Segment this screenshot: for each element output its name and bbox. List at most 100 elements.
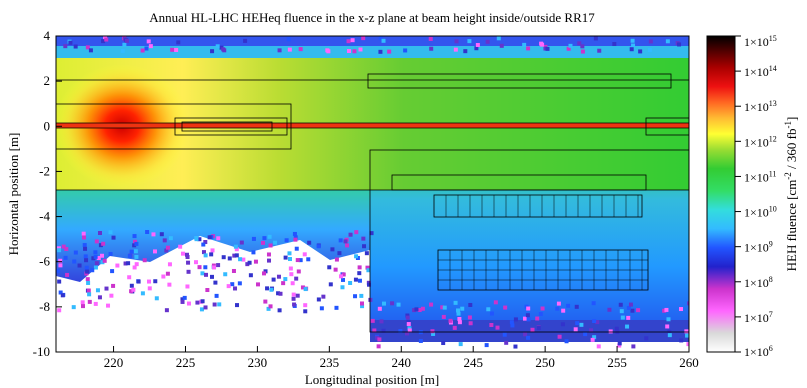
speckle-cell: [665, 39, 670, 44]
speckle-cell: [230, 282, 235, 287]
speckle-cell: [591, 301, 596, 306]
y-tick-label: -4: [39, 209, 50, 224]
speckle-cell: [209, 274, 214, 279]
x-tick-label: 240: [392, 355, 412, 370]
speckle-cell: [407, 328, 412, 333]
speckle-cell: [560, 322, 565, 327]
colorbar-tick-exponent: 11: [769, 169, 777, 178]
speckle-cell: [146, 279, 151, 284]
speckle-cell: [132, 234, 137, 239]
speckle-cell: [665, 324, 670, 329]
upper-mid-fluence-band: [56, 46, 689, 60]
speckle-cell: [575, 321, 580, 326]
speckle-cell: [429, 302, 434, 307]
speckle-cell: [294, 246, 299, 251]
speckle-cell: [337, 251, 342, 256]
speckle-cell: [467, 315, 472, 320]
y-tick-label: -6: [39, 254, 50, 269]
speckle-cell: [597, 48, 602, 53]
speckle-cell: [502, 332, 507, 337]
colorbar-tick-exponent: 10: [769, 205, 777, 214]
speckle-cell: [93, 250, 98, 255]
speckle-cell: [226, 284, 231, 289]
speckle-cell: [233, 286, 238, 291]
speckle-cell: [418, 338, 423, 343]
speckle-cell: [213, 280, 218, 285]
speckle-cell: [291, 292, 296, 297]
speckle-cell: [387, 49, 392, 54]
speckle-cell: [375, 335, 380, 340]
speckle-cell: [101, 241, 106, 246]
speckle-cell: [352, 49, 357, 54]
colorbar-tick-base: 1×10: [744, 345, 769, 359]
speckle-cell: [73, 44, 78, 49]
speckle-cell: [87, 292, 92, 297]
speckle-cell: [267, 258, 272, 263]
speckle-cell: [286, 37, 291, 42]
speckle-cell: [167, 282, 172, 287]
colorbar-tick-base: 1×10: [744, 135, 769, 149]
speckle-cell: [290, 281, 295, 286]
colorbar-label-sup2: -1: [783, 121, 793, 129]
speckle-cell: [316, 297, 321, 302]
speckle-cell: [60, 293, 65, 298]
speckle-cell: [405, 331, 410, 336]
speckle-cell: [495, 325, 500, 330]
speckle-cell: [214, 293, 219, 298]
speckle-cell: [333, 267, 338, 272]
speckle-cell: [126, 261, 131, 266]
colorbar-ticks: 1×10151×10141×10131×10121×10111×10101×10…: [735, 34, 777, 359]
speckle-cell: [625, 324, 630, 329]
speckle-cell: [377, 337, 382, 342]
speckle-cell: [338, 274, 343, 279]
x-tick-label: 230: [248, 355, 268, 370]
y-tick-label: -2: [39, 163, 50, 178]
speckle-cell: [93, 301, 98, 306]
speckle-cell: [235, 303, 240, 308]
colorbar-tick-label: 1×1015: [744, 34, 777, 49]
speckle-cell: [647, 47, 652, 52]
speckle-cell: [185, 284, 190, 289]
colorbar-tick-exponent: 8: [769, 275, 773, 284]
speckle-cell: [442, 305, 447, 310]
speckle-cell: [595, 320, 600, 325]
speckle-cell: [86, 288, 91, 293]
speckle-cell: [200, 299, 205, 304]
speckle-cell: [185, 254, 190, 259]
colorbar-tick-label: 1×1010: [744, 205, 777, 220]
speckle-cell: [140, 48, 145, 53]
speckle-cell: [234, 253, 239, 258]
speckle-cell: [369, 231, 374, 236]
magnet-outline-1: [174, 117, 288, 136]
speckle-cell: [468, 302, 473, 307]
speckle-cell: [234, 247, 239, 252]
speckle-cell: [203, 265, 208, 270]
x-axis-label: Longitudinal position [m]: [305, 372, 439, 387]
speckle-cell: [108, 252, 113, 257]
speckle-cell: [136, 279, 141, 284]
speckle-cell: [568, 43, 573, 48]
speckle-cell: [360, 304, 365, 309]
speckle-cell: [381, 38, 386, 43]
speckle-cell: [122, 42, 127, 47]
speckle-cell: [303, 309, 308, 314]
speckle-cell: [316, 244, 321, 249]
speckle-cell: [321, 294, 326, 299]
speckle-cell: [65, 272, 70, 277]
speckle-cell: [58, 290, 63, 295]
speckle-cell: [127, 275, 132, 280]
speckle-cell: [245, 262, 250, 267]
speckle-cell: [334, 257, 339, 262]
speckle-cell: [81, 231, 86, 236]
speckle-cell: [341, 277, 346, 282]
speckle-cell: [262, 271, 267, 276]
speckle-cell: [268, 243, 273, 248]
speckle-cell: [266, 306, 271, 311]
speckle-cell: [148, 44, 153, 49]
speckle-cell: [583, 332, 588, 337]
speckle-cell: [102, 258, 107, 263]
speckle-cell: [180, 251, 185, 256]
speckle-cell: [365, 265, 370, 270]
speckle-cell: [592, 319, 597, 324]
speckle-cell: [221, 255, 226, 260]
